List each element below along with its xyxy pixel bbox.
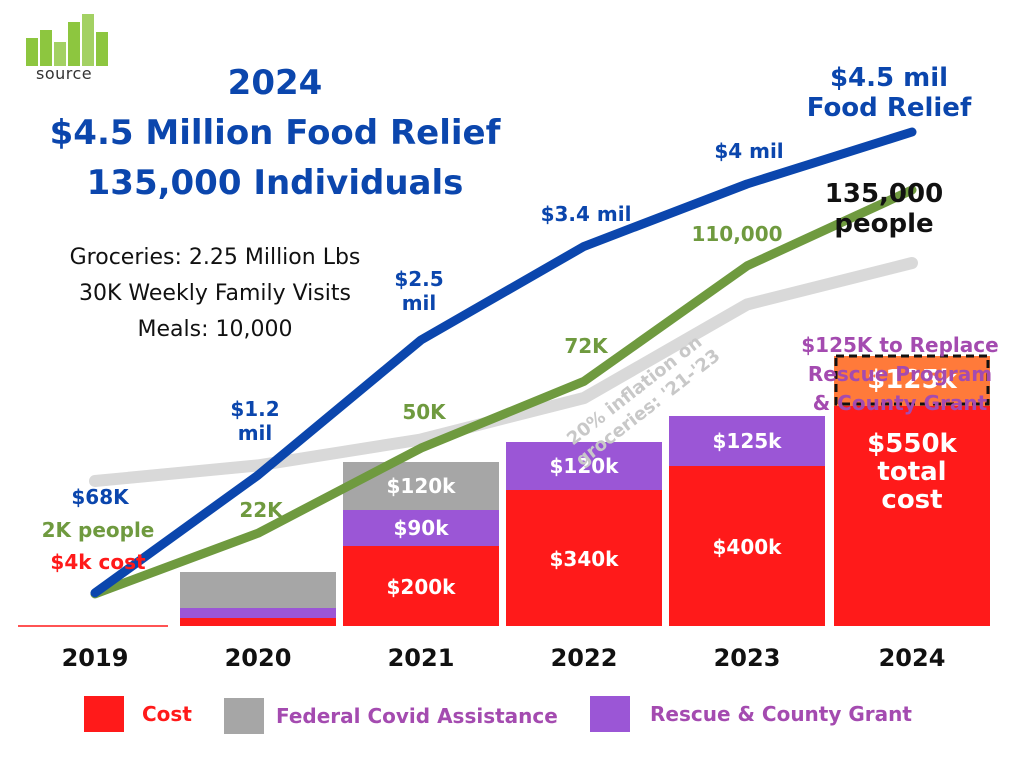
x-tick-2022: 2022 xyxy=(551,644,618,672)
legend-label-rescue-county: Rescue & County Grant xyxy=(650,702,912,726)
bar-replace-outline-2024 xyxy=(834,354,990,406)
source-logo xyxy=(26,14,108,66)
bar-label-rescue-2023: $125k xyxy=(713,429,783,453)
title-year: 2024 xyxy=(227,63,323,103)
label-food-relief-2019: $68K xyxy=(71,485,130,509)
label-food-relief-2020: $1.2 mil xyxy=(230,397,279,445)
legend-swatch-federal-covid xyxy=(224,698,264,734)
title-amount: $4.5 Million Food Relief xyxy=(49,113,501,153)
x-tick-2019: 2019 xyxy=(62,644,129,672)
bar-label-rescue-2024: $125k xyxy=(867,365,957,395)
logo-bar-3 xyxy=(54,42,66,66)
bar-rescue-2020 xyxy=(180,608,336,618)
legend-swatch-rescue-county xyxy=(590,696,630,732)
bar-rescue-2023 xyxy=(669,416,825,466)
line-people xyxy=(90,185,917,599)
stat-meals: Meals: 10,000 xyxy=(137,317,293,342)
logo-bar-1 xyxy=(26,38,38,66)
x-tick-2023: 2023 xyxy=(714,644,781,672)
label-food-relief-2023: $4 mil xyxy=(714,139,783,163)
label-people-2020: 22K xyxy=(239,498,284,522)
bar-label-cost-2021: $200k xyxy=(387,575,457,599)
logo-bar-4 xyxy=(68,22,80,66)
bar-label-cost-2023: $400k xyxy=(713,535,783,559)
legend-label-federal-covid: Federal Covid Assistance xyxy=(276,704,558,728)
logo-bar-5 xyxy=(82,14,94,66)
legend-label-cost: Cost xyxy=(142,702,192,726)
bar-cost-2023 xyxy=(669,466,825,626)
stat-groceries: Groceries: 2.25 Million Lbs xyxy=(69,245,361,270)
label-food-relief-2022: $3.4 mil xyxy=(541,202,632,226)
label-people-2024: 135,000 people xyxy=(825,179,943,239)
bar-rescue-2021 xyxy=(343,510,499,546)
label-people-2022: 72K xyxy=(564,334,609,358)
legend-items: Cost Federal Covid Assistance Rescue & C… xyxy=(76,696,976,736)
x-tick-2024: 2024 xyxy=(879,644,946,672)
bar-cost-2020 xyxy=(180,618,336,626)
stat-visits: 30K Weekly Family Visits xyxy=(79,281,351,306)
bar-label-rescue-2021: $90k xyxy=(393,516,449,540)
stats-block: Groceries: 2.25 Million Lbs 30K Weekly F… xyxy=(30,240,400,348)
bar-label-cost-2024: $550k total cost xyxy=(867,429,957,515)
bar-label-cost-2022: $340k xyxy=(550,547,620,571)
x-tick-2020: 2020 xyxy=(225,644,292,672)
legend-swatch-cost xyxy=(84,696,124,732)
logo-bar-6 xyxy=(96,32,108,66)
bar-label-covid-2021: $120k xyxy=(387,474,457,498)
label-people-2019: 2K people xyxy=(42,518,155,542)
bar-cost-2021 xyxy=(343,546,499,626)
label-food-relief-2021: $2.5 mil xyxy=(394,267,443,315)
line-food-relief xyxy=(90,127,917,598)
logo-text: source xyxy=(36,64,93,83)
label-people-2023: 110,000 xyxy=(691,222,782,246)
bar-cost-2024 xyxy=(834,406,990,626)
label-food-relief-2024: $4.5 mil Food Relief xyxy=(807,63,972,123)
label-people-2021: 50K xyxy=(402,400,447,424)
bar-cost-2022 xyxy=(506,490,662,626)
bar-covid-2021 xyxy=(343,462,499,510)
logo-bar-2 xyxy=(40,30,52,66)
page-title: 2024 $4.5 Million Food Relief 135,000 In… xyxy=(40,58,510,208)
title-individuals: 135,000 Individuals xyxy=(86,163,464,203)
label-cost-2019: $4k cost xyxy=(50,550,146,574)
bar-rescue-2022 xyxy=(506,442,662,490)
annotation-replace: $125K to Replace Rescue Program & County G… xyxy=(801,333,998,415)
bar-replace-2024 xyxy=(834,356,990,406)
x-tick-2021: 2021 xyxy=(388,644,455,672)
bar-label-rescue-2022: $120k xyxy=(550,454,620,478)
bar-covid-2020 xyxy=(180,572,336,608)
